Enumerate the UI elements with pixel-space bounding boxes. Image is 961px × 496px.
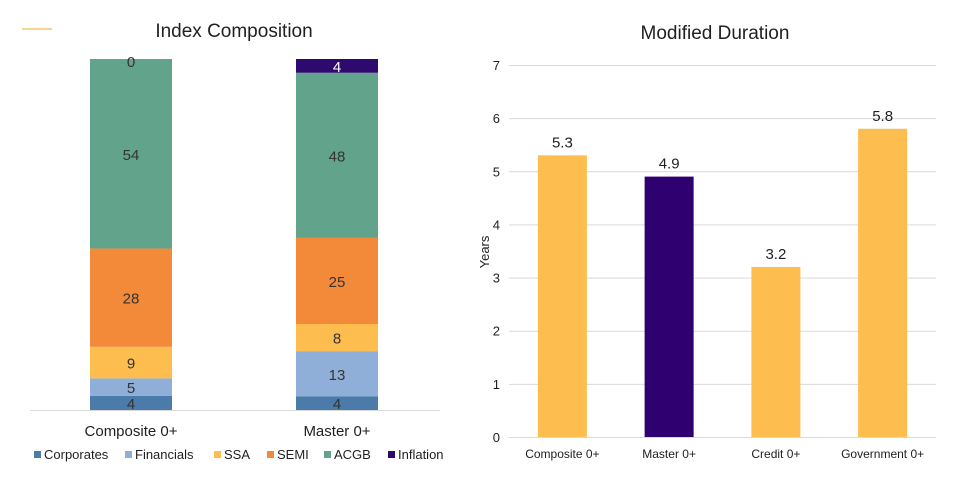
x-tick-label-government-0: Government 0+ xyxy=(841,447,924,461)
bar-segment-ssa-master-0 xyxy=(296,323,378,352)
legend-swatch-financials xyxy=(125,451,132,458)
data-label-corporates-composite-0: 4 xyxy=(127,396,135,413)
bar-segment-semi-master-0 xyxy=(296,237,378,324)
bar-segment-acgb-master-0 xyxy=(296,72,378,238)
data-label-semi-composite-0: 28 xyxy=(123,291,140,308)
data-label-semi-master-0: 25 xyxy=(329,274,346,291)
legend-label-semi: SEMI xyxy=(277,447,309,462)
index-composition-title: Index Composition xyxy=(155,21,312,42)
modified-duration-y-ticks: 0 1 2 3 4 5 6 7 xyxy=(493,58,500,445)
data-label-inflation-master-0: 4 xyxy=(333,59,341,76)
bar-composite-0 xyxy=(537,155,587,438)
x-tick-label-composite-0: Composite 0+ xyxy=(85,423,178,440)
y-tick-label-2: 2 xyxy=(493,324,500,339)
bar-segment-corporates-composite-0 xyxy=(90,395,172,410)
data-label-composite-0: 5.3 xyxy=(552,134,573,151)
legend-swatch-inflation xyxy=(388,451,395,458)
y-tick-label-3: 3 xyxy=(493,271,500,286)
bar-segment-corporates-master-0 xyxy=(296,396,378,410)
y-tick-label-7: 7 xyxy=(493,58,500,73)
x-tick-label-master-0: Master 0+ xyxy=(642,447,696,461)
x-tick-label-master-0: Master 0+ xyxy=(303,423,370,440)
modified-duration-x-labels: Composite 0+ Master 0+ Credit 0+ Government… xyxy=(525,447,924,461)
legend-label-ssa: SSA xyxy=(224,447,250,462)
data-label-credit-0: 3.2 xyxy=(765,246,786,263)
legend-swatch-semi xyxy=(267,451,274,458)
bar-segment-financials-composite-0 xyxy=(90,378,172,396)
x-tick-label-credit-0: Credit 0+ xyxy=(751,447,800,461)
legend-label-acgb: ACGB xyxy=(334,447,371,462)
legend-label-corporates: Corporates xyxy=(44,447,109,462)
data-label-government-0: 5.8 xyxy=(872,108,893,125)
legend-label-inflation: Inflation xyxy=(398,447,444,462)
legend-swatch-corporates xyxy=(34,451,41,458)
data-label-ssa-composite-0: 9 xyxy=(127,356,135,373)
bar-segment-inflation-master-0 xyxy=(296,59,378,73)
legend-label-financials: Financials xyxy=(135,447,194,462)
y-tick-label-6: 6 xyxy=(493,111,500,126)
data-label-corporates-master-0: 4 xyxy=(333,396,341,413)
y-tick-label-0: 0 xyxy=(493,430,500,445)
data-label-master-0: 4.9 xyxy=(659,156,680,173)
bar-government-0 xyxy=(858,128,908,437)
modified-duration-y-axis-label: Years xyxy=(477,235,492,268)
data-label-ssa-master-0: 8 xyxy=(333,331,341,348)
bar-segment-acgb-composite-0 xyxy=(90,59,172,249)
data-label-acgb-master-0: 48 xyxy=(329,148,346,165)
bar-segment-ssa-composite-0 xyxy=(90,346,172,379)
index-composition-x-labels: Composite 0+ Master 0+ xyxy=(85,423,371,440)
legend-swatch-acgb xyxy=(324,451,331,458)
bar-segment-financials-master-0 xyxy=(296,351,378,397)
bar-segment-semi-composite-0 xyxy=(90,248,172,347)
y-tick-label-1: 1 xyxy=(493,377,500,392)
index-composition-legend: Corporates Financials SSA SEMI ACGB Inflation xyxy=(34,447,444,462)
data-label-inflation-composite-0: 0 xyxy=(127,54,135,71)
data-label-financials-master-0: 13 xyxy=(329,367,346,384)
bar-master-0 xyxy=(644,176,694,437)
data-label-financials-composite-0: 5 xyxy=(127,380,135,397)
modified-duration-title: Modified Duration xyxy=(641,23,790,44)
x-tick-label-composite-0: Composite 0+ xyxy=(525,447,599,461)
legend-swatch-ssa xyxy=(214,451,221,458)
data-label-acgb-composite-0: 54 xyxy=(123,147,140,164)
y-tick-label-4: 4 xyxy=(493,217,500,232)
y-tick-label-5: 5 xyxy=(493,164,500,179)
bar-credit-0 xyxy=(751,266,801,437)
modified-duration-bars: 5.3 4.9 3.2 5.8 xyxy=(537,108,908,438)
